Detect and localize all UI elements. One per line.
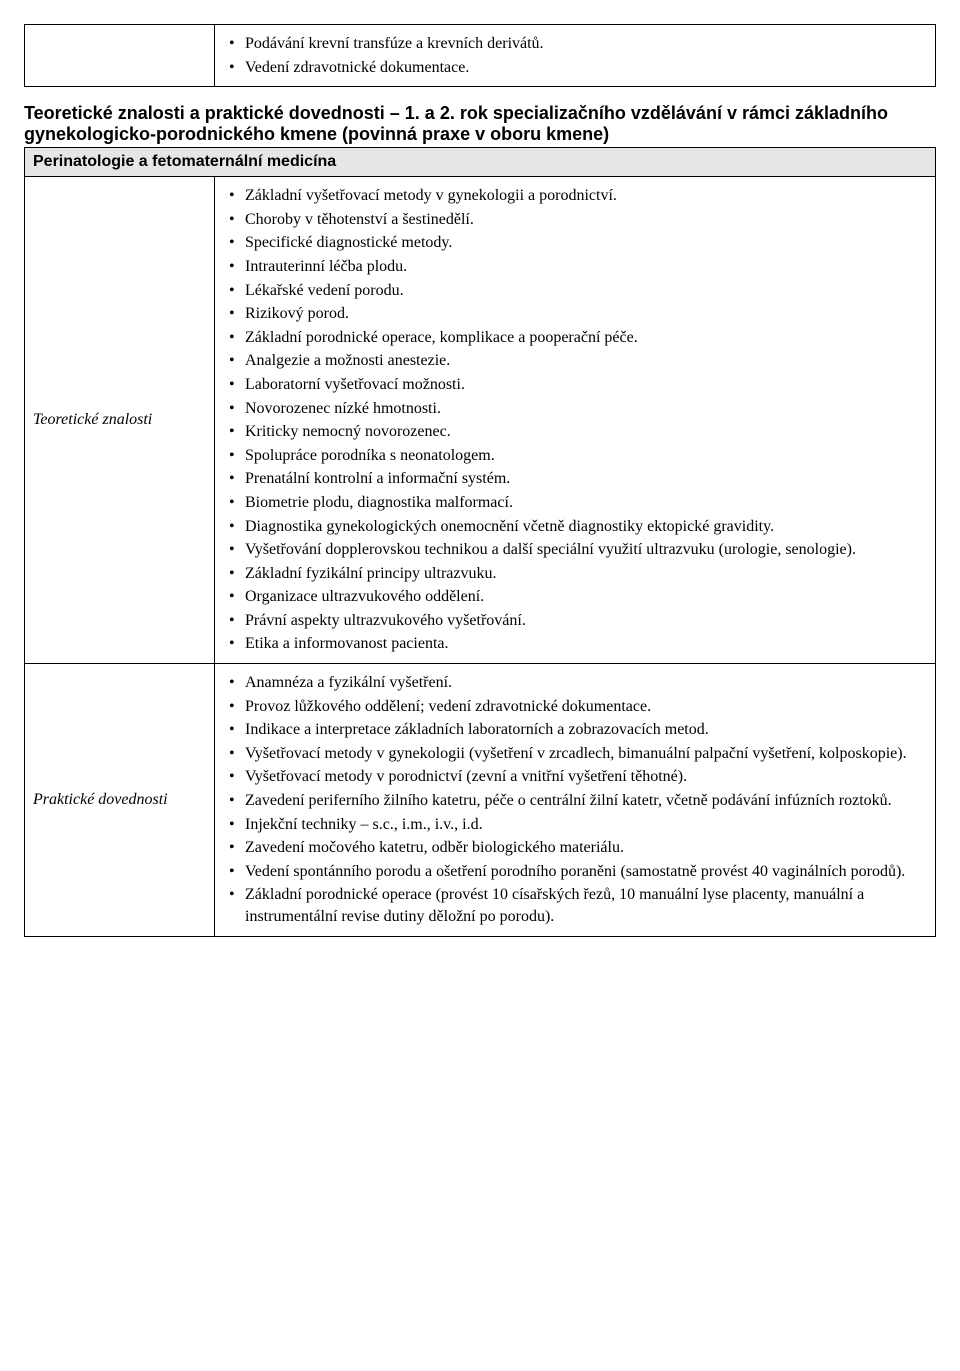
list-item: Intrauterinní léčba plodu. — [227, 256, 927, 278]
section-title: Teoretické znalosti a praktické dovednos… — [24, 103, 936, 145]
list-item: Organizace ultrazvukového oddělení. — [227, 586, 927, 608]
list-item: Základní porodnické operace, komplikace … — [227, 327, 927, 349]
top-table-left-cell — [25, 25, 215, 87]
row-label: Teoretické znalosti — [33, 411, 152, 428]
table-header-row: Perinatologie a fetomaternální medicína — [25, 148, 936, 177]
row-label-cell: Teoretické znalosti — [25, 177, 215, 664]
list-item: Specifické diagnostické metody. — [227, 232, 927, 254]
list-item: Vyšetřovací metody v porodnictví (zevní … — [227, 766, 927, 788]
row-label: Praktické dovednosti — [33, 791, 168, 808]
list-item: Spolupráce porodníka s neonatologem. — [227, 445, 927, 467]
list-item: Zavedení močového katetru, odběr biologi… — [227, 837, 927, 859]
list-item: Provoz lůžkového oddělení; vedení zdravo… — [227, 696, 927, 718]
list-item: Základní fyzikální principy ultrazvuku. — [227, 563, 927, 585]
list-item: Laboratorní vyšetřovací možnosti. — [227, 374, 927, 396]
theory-list: Základní vyšetřovací metody v gynekologi… — [223, 185, 927, 655]
practical-list: Anamnéza a fyzikální vyšetření. Provoz l… — [223, 672, 927, 928]
row-content-cell: Základní vyšetřovací metody v gynekologi… — [215, 177, 936, 664]
list-item: Základní vyšetřovací metody v gynekologi… — [227, 185, 927, 207]
list-item: Rizikový porod. — [227, 303, 927, 325]
table-row: Teoretické znalosti Základní vyšetřovací… — [25, 177, 936, 664]
table-header-cell: Perinatologie a fetomaternální medicína — [25, 148, 936, 177]
list-item: Choroby v těhotenství a šestinedělí. — [227, 209, 927, 231]
list-item: Právní aspekty ultrazvukového vyšetřován… — [227, 610, 927, 632]
row-content-cell: Anamnéza a fyzikální vyšetření. Provoz l… — [215, 664, 936, 937]
list-item: Prenatální kontrolní a informační systém… — [227, 468, 927, 490]
row-label-cell: Praktické dovednosti — [25, 664, 215, 937]
list-item: Vyšetřování dopplerovskou technikou a da… — [227, 539, 927, 561]
list-item: Vedení spontánního porodu a ošetření por… — [227, 861, 927, 883]
list-item: Kriticky nemocný novorozenec. — [227, 421, 927, 443]
list-item: Vyšetřovací metody v gynekologii (vyšetř… — [227, 743, 927, 765]
list-item: Injekční techniky – s.c., i.m., i.v., i.… — [227, 814, 927, 836]
list-item: Podávání krevní transfúze a krevních der… — [227, 33, 927, 55]
list-item: Etika a informovanost pacienta. — [227, 633, 927, 655]
top-list: Podávání krevní transfúze a krevních der… — [223, 33, 927, 78]
list-item: Biometrie plodu, diagnostika malformací. — [227, 492, 927, 514]
table-row: Praktické dovednosti Anamnéza a fyzikáln… — [25, 664, 936, 937]
list-item: Diagnostika gynekologických onemocnění v… — [227, 516, 927, 538]
list-item: Zavedení periferního žilního katetru, pé… — [227, 790, 927, 812]
main-table: Perinatologie a fetomaternální medicína … — [24, 147, 936, 936]
list-item: Základní porodnické operace (provést 10 … — [227, 884, 927, 927]
top-table-right-cell: Podávání krevní transfúze a krevních der… — [215, 25, 936, 87]
list-item: Analgezie a možnosti anestezie. — [227, 350, 927, 372]
list-item: Vedení zdravotnické dokumentace. — [227, 57, 927, 79]
top-table: Podávání krevní transfúze a krevních der… — [24, 24, 936, 87]
top-table-row: Podávání krevní transfúze a krevních der… — [25, 25, 936, 87]
list-item: Novorozenec nízké hmotnosti. — [227, 398, 927, 420]
list-item: Anamnéza a fyzikální vyšetření. — [227, 672, 927, 694]
list-item: Lékařské vedení porodu. — [227, 280, 927, 302]
list-item: Indikace a interpretace základních labor… — [227, 719, 927, 741]
